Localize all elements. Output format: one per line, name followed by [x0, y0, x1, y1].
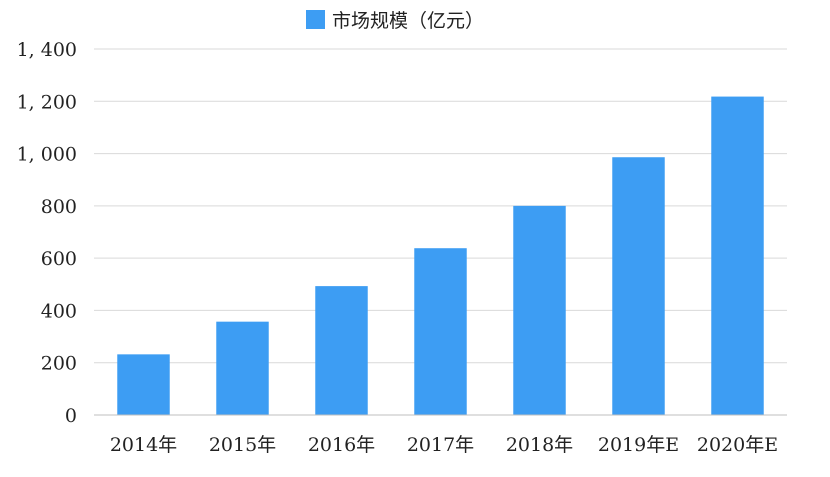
bar	[414, 248, 467, 415]
y-tick-label: 0	[65, 405, 77, 427]
bar	[117, 354, 170, 415]
legend: 市场规模（亿元）	[306, 10, 484, 32]
bar	[711, 96, 764, 415]
x-tick-label: 2018年	[506, 434, 573, 456]
y-tick-label: 600	[41, 248, 77, 270]
x-tick-label: 2016年	[308, 434, 375, 456]
legend-swatch	[306, 10, 325, 29]
x-tick-label: 2014年	[110, 434, 177, 456]
bar	[315, 286, 368, 415]
bar	[216, 321, 269, 415]
x-tick-label: 2019年E	[598, 434, 679, 456]
bar	[513, 205, 566, 415]
y-tick-label: 1, 400	[17, 39, 77, 61]
legend-label: 市场规模（亿元）	[332, 10, 484, 32]
x-tick-label: 2020年E	[697, 434, 778, 456]
y-tick-label: 1, 000	[17, 144, 77, 166]
y-tick-label: 1, 200	[17, 91, 77, 113]
bars	[117, 96, 764, 415]
y-tick-label: 200	[41, 353, 77, 375]
bar	[612, 157, 665, 415]
x-axis-tick-labels: 2014年 2015年 2016年 2017年 2018年 2019年E 2020年E	[110, 434, 778, 456]
x-tick-label: 2015年	[209, 434, 276, 456]
y-tick-label: 800	[41, 196, 77, 218]
x-tick-label: 2017年	[407, 434, 474, 456]
y-tick-label: 400	[41, 300, 77, 322]
y-axis-tick-labels: 0 200 400 600 800 1, 000 1, 200 1, 400	[17, 39, 77, 427]
